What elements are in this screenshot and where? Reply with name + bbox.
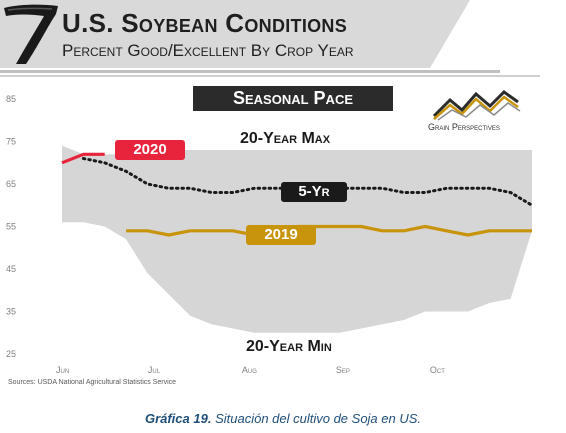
chart-title: Seasonal Pace <box>193 86 393 111</box>
x-tick-label: Jun <box>56 365 69 375</box>
grain-perspectives-logo-icon <box>432 90 521 121</box>
page-title: U.S. Soybean Conditions <box>62 8 348 38</box>
series-label-2019: 2019 <box>246 225 316 245</box>
header-band <box>0 0 430 68</box>
y-tick-label: 35 <box>6 307 16 317</box>
series-label-5yr: 5-Yr <box>281 182 347 202</box>
page-subtitle: Percent Good/Excellent By Crop Year <box>62 41 354 60</box>
y-tick-label: 55 <box>6 222 16 232</box>
header-band-slant <box>430 0 470 68</box>
x-tick-label: Oct <box>430 365 445 375</box>
x-tick-label: Aug <box>242 365 257 375</box>
series-line-2020 <box>61 152 105 165</box>
y-tick-label: 25 <box>6 349 16 359</box>
series-label-2020: 2020 <box>115 140 185 160</box>
seven-brushstroke-logo-icon <box>4 4 58 65</box>
header-stripe <box>0 70 500 73</box>
band-max-label: 20-Year Max <box>240 130 331 147</box>
series-line-2019 <box>126 224 532 237</box>
source-note: Sources: USDA National Agricultural Stat… <box>8 379 177 386</box>
y-tick-label: 85 <box>6 94 16 104</box>
brand-name: Grain Perspectives <box>428 122 500 132</box>
y-tick-label: 45 <box>6 264 16 274</box>
header-stripe-thin <box>0 75 540 77</box>
caption-text: Situación del cultivo de Soja en US. <box>211 411 422 426</box>
caption-number: Gráfica 19. <box>144 411 212 426</box>
y-tick-label: 75 <box>6 137 16 147</box>
figure-caption: Gráfica 19. Situación del cultivo de Soj… <box>0 411 566 426</box>
x-tick-label: Sep <box>336 365 350 375</box>
y-tick-label: 65 <box>6 179 16 189</box>
x-tick-label: Jul <box>148 365 161 375</box>
band-min-label: 20-Year Min <box>246 338 332 355</box>
